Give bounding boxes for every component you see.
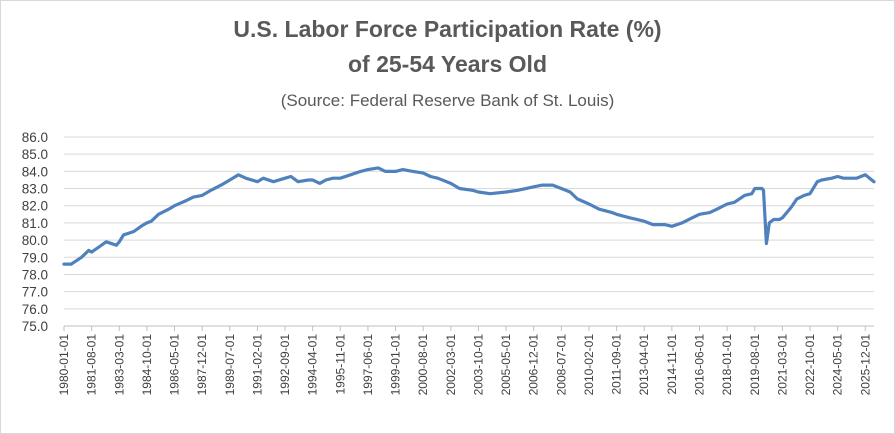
y-tick-label: 85.0 — [22, 147, 48, 162]
x-tick-label: 2011-09-01 — [610, 334, 624, 395]
y-tick-label: 81.0 — [22, 216, 48, 231]
x-tick-label: 2016-06-01 — [692, 334, 706, 396]
x-tick-label: 2019-08-01 — [748, 334, 762, 396]
x-tick-label: 1997-06-01 — [361, 334, 375, 396]
x-tick-label: 2025-12-01 — [858, 334, 872, 396]
x-tick-label: 2000-08-01 — [416, 334, 430, 396]
x-tick-label: 2005-05-01 — [499, 334, 513, 396]
y-tick-label: 82.0 — [22, 199, 48, 214]
x-tick-label: 1980-01-01 — [57, 334, 71, 396]
x-tick-label: 2014-11-01 — [665, 334, 679, 395]
x-tick-label: 2002-03-01 — [444, 334, 458, 396]
x-tick-label: 1986-05-01 — [168, 334, 182, 396]
x-tick-label: 2022-10-01 — [803, 334, 817, 396]
x-tick-label: 2010-02-01 — [582, 334, 596, 396]
chart-title: U.S. Labor Force Participation Rate (%) — [233, 16, 662, 42]
x-tick-label: 1987-12-01 — [195, 334, 209, 396]
y-tick-label: 83.0 — [22, 182, 48, 197]
x-tick-label: 1984-10-01 — [140, 334, 154, 396]
x-tick-label: 2013-04-01 — [637, 334, 651, 396]
x-tick-label: 1992-09-01 — [278, 334, 292, 396]
x-tick-label: 1983-03-01 — [112, 334, 126, 396]
x-tick-label: 1995-11-01 — [333, 334, 347, 395]
x-tick-label: 2024-05-01 — [831, 334, 845, 396]
chart-subtitle: of 25-54 Years Old — [347, 51, 547, 77]
x-tick-label: 1981-08-01 — [85, 334, 99, 396]
y-tick-label: 78.0 — [22, 267, 48, 282]
x-tick-label: 1991-02-01 — [250, 334, 264, 396]
x-tick-label: 2006-12-01 — [527, 334, 541, 396]
x-tick-label: 2021-03-01 — [775, 334, 789, 396]
y-tick-label: 84.0 — [22, 164, 48, 179]
x-tick-label: 1999-01-01 — [389, 334, 403, 396]
x-tick-label: 2008-07-01 — [554, 334, 568, 396]
y-tick-label: 79.0 — [22, 250, 48, 265]
y-tick-label: 75.0 — [22, 319, 48, 334]
x-tick-label: 2003-10-01 — [471, 334, 485, 396]
chart-source: (Source: Federal Reserve Bank of St. Lou… — [280, 91, 615, 110]
y-tick-label: 86.0 — [22, 130, 48, 145]
y-tick-label: 80.0 — [22, 233, 48, 248]
x-tick-label: 1989-07-01 — [223, 334, 237, 396]
x-tick-label: 1994-04-01 — [306, 334, 320, 396]
y-tick-label: 77.0 — [22, 285, 48, 300]
series-line — [62, 166, 876, 266]
x-tick-label: 2018-01-01 — [720, 334, 734, 396]
y-tick-label: 76.0 — [22, 302, 48, 317]
